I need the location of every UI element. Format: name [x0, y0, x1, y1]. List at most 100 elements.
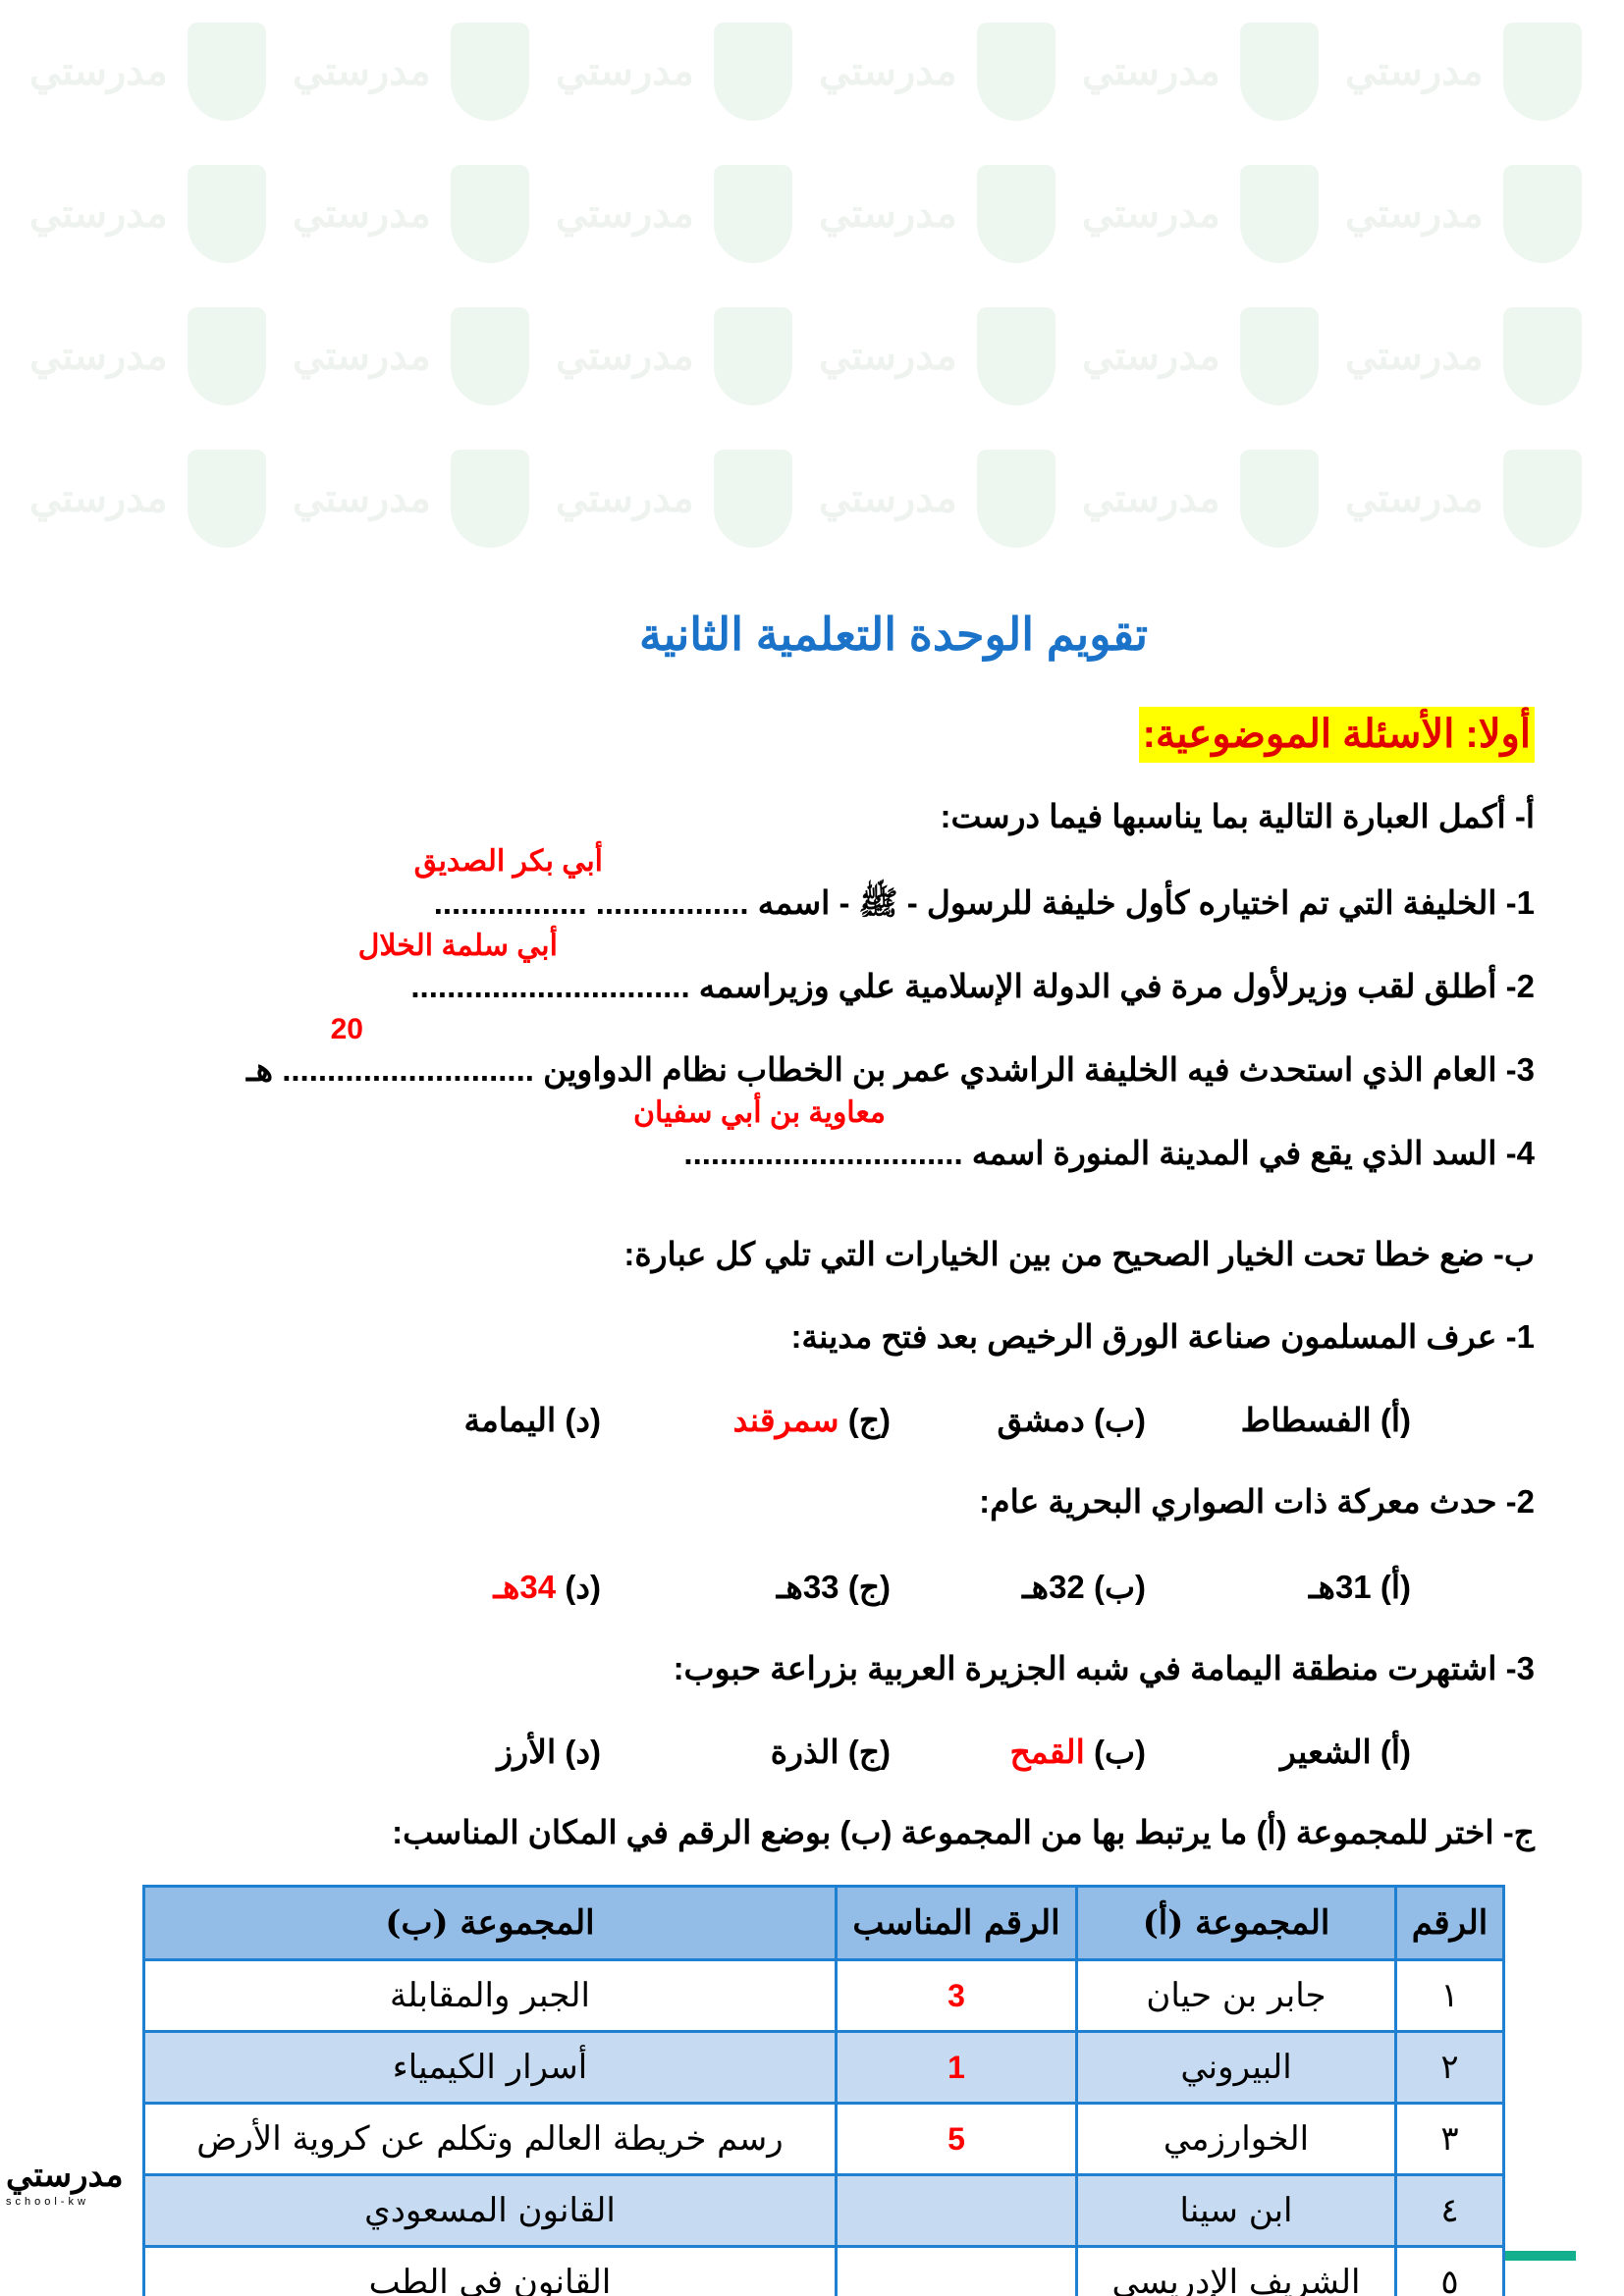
part-a-item: 3- العام الذي استحدث فيه الخليفة الراشدي… — [245, 1051, 1535, 1088]
watermark-text: مدرستي — [819, 476, 957, 520]
shield-icon — [187, 449, 266, 548]
watermark-logo: مدرستي — [819, 0, 1082, 142]
shield-icon — [1502, 306, 1582, 405]
shield-icon — [450, 164, 529, 263]
watermark-text: مدرستي — [1345, 49, 1484, 93]
option[interactable]: (ج) سمرقند — [733, 1401, 891, 1440]
watermark-logo: مدرستي — [293, 427, 556, 569]
shield-icon — [1239, 449, 1319, 548]
option[interactable]: (ج) الذرة — [770, 1734, 891, 1770]
part-a-item: 1- الخليفة التي تم اختياره كأول خليفة لل… — [433, 884, 1535, 921]
watermark-logo: مدرستي — [1345, 142, 1608, 285]
watermark-text: مدرستي — [556, 191, 694, 236]
match-number[interactable]: 1 — [835, 2030, 1078, 2105]
part-b-question: 1- عرف المسلمون صناعة الورق الرخيص بعد ف… — [790, 1318, 1535, 1355]
row-number: ٣ — [1394, 2102, 1505, 2176]
watermark-logo: مدرستي — [556, 0, 819, 142]
option-prefix: (ب) — [1093, 1734, 1146, 1770]
option[interactable]: (أ) الشعير — [1279, 1734, 1411, 1770]
group-b-cell: الجبر والمقابلة — [142, 1958, 838, 2033]
answer: 20 — [330, 1013, 363, 1045]
shield-icon — [976, 22, 1056, 121]
shield-icon — [1239, 164, 1319, 263]
option[interactable]: (ب) القمح — [1009, 1733, 1146, 1772]
shield-icon — [713, 449, 792, 548]
watermark-text: مدرستي — [293, 334, 431, 378]
header-group-a: المجموعة (أ) — [1075, 1885, 1397, 1961]
watermark-text: مدرستي — [1345, 476, 1484, 520]
match-number[interactable] — [835, 2173, 1078, 2248]
teal-bar — [1505, 2251, 1576, 2261]
shield-icon — [713, 306, 792, 405]
shield-icon — [450, 306, 529, 405]
watermark-text: مدرستي — [1082, 191, 1220, 236]
option[interactable]: (د) اليمامة — [463, 1402, 601, 1438]
group-a-cell: البيروني — [1075, 2030, 1397, 2105]
shield-icon — [450, 449, 529, 548]
watermark: مدرستي مدرستي مدرستي مدرستي مدرستي مدرستي مدرس… — [0, 0, 1624, 569]
shield-icon — [187, 164, 266, 263]
shield-icon — [1239, 306, 1319, 405]
logo-text: مدرستي — [6, 2157, 124, 2194]
part-c-instruction: ج- اختر للمجموعة (أ) ما يرتبط بها من الم… — [392, 1814, 1535, 1850]
watermark-logo: مدرستي — [29, 142, 293, 285]
watermark-logo: مدرستي — [819, 285, 1082, 427]
matching-table: الرقم المجموعة (أ) الرقم المناسب المجموع… — [142, 1885, 1505, 2296]
watermark-logo: مدرستي — [1082, 0, 1345, 142]
group-a-cell: جابر بن حيان — [1075, 1958, 1397, 2033]
match-number[interactable] — [835, 2245, 1078, 2296]
part-b-question: 3- اشتهرت منطقة اليمامة في شبه الجزيرة ا… — [673, 1650, 1535, 1686]
shield-icon — [976, 449, 1056, 548]
group-a-cell: ابن سينا — [1075, 2173, 1397, 2248]
watermark-text: مدرستي — [293, 49, 431, 93]
table-row: ٣ الخوارزمي 5 رسم خريطة العالم وتكلم عن كرو… — [142, 2102, 1505, 2176]
correct-answer: سمرقند — [732, 1402, 839, 1438]
option[interactable]: (أ) 31هـ — [1308, 1569, 1411, 1605]
correct-answer: القمح — [1009, 1734, 1085, 1770]
table-row: ٥ الشريف الإدريسي القانون في الطب — [142, 2245, 1505, 2296]
option[interactable]: (ب) دمشق — [997, 1402, 1146, 1438]
option[interactable]: (ج) 33هـ — [776, 1569, 891, 1605]
watermark-text: مدرستي — [29, 191, 168, 236]
watermark-text: مدرستي — [1345, 334, 1484, 378]
part-b-instruction: ب- ضع خطا تحت الخيار الصحيح من بين الخيا… — [623, 1236, 1535, 1272]
shield-icon — [976, 306, 1056, 405]
watermark-text: مدرستي — [29, 476, 168, 520]
table-row: ١ جابر بن حيان 3 الجبر والمقابلة — [142, 1958, 1505, 2033]
watermark-logo: مدرستي — [1082, 427, 1345, 569]
row-number: ٤ — [1394, 2173, 1505, 2248]
part-a-item: 2- أطلق لقب وزيرلأول مرة في الدولة الإسل… — [410, 968, 1535, 1004]
group-b-cell: القانون المسعودي — [142, 2173, 838, 2248]
answer: أبي سلمة الخلال — [357, 930, 558, 962]
table-row: ٢ البيروني 1 أسرار الكيمياء — [142, 2030, 1505, 2105]
watermark-text: مدرستي — [29, 334, 168, 378]
match-number[interactable]: 3 — [835, 1958, 1078, 2033]
option[interactable]: (د) الأرز — [497, 1734, 601, 1770]
watermark-text: مدرستي — [819, 334, 957, 378]
watermark-logo: مدرستي — [556, 142, 819, 285]
shield-icon — [1239, 22, 1319, 121]
row-number: ٢ — [1394, 2030, 1505, 2105]
watermark-logo: مدرستي — [1082, 285, 1345, 427]
option-prefix: (د) — [565, 1569, 601, 1605]
match-number[interactable]: 5 — [835, 2102, 1078, 2176]
option[interactable]: (أ) الفسطاط — [1240, 1402, 1411, 1438]
watermark-text: مدرستي — [556, 476, 694, 520]
footer-logo: مدرستي school-kw — [6, 2155, 124, 2208]
option[interactable]: (ب) 32هـ — [1021, 1569, 1146, 1605]
watermark-logo: مدرستي — [293, 285, 556, 427]
watermark-text: مدرستي — [1345, 191, 1484, 236]
section-heading: أولا: الأسئلة الموضوعية: — [1138, 707, 1535, 763]
watermark-text: مدرستي — [819, 191, 957, 236]
header-group-b: المجموعة (ب) — [142, 1885, 838, 1961]
watermark-logo: مدرستي — [1345, 0, 1608, 142]
option[interactable]: (د) 34هـ — [493, 1568, 601, 1607]
shield-icon — [976, 164, 1056, 263]
group-b-cell: رسم خريطة العالم وتكلم عن كروية الأرض — [142, 2102, 838, 2176]
shield-icon — [713, 22, 792, 121]
group-a-cell: الشريف الإدريسي — [1075, 2245, 1397, 2296]
page-title: تقويم الوحدة التعلمية الثانية — [638, 609, 1149, 660]
answer: معاوية بن أبي سفيان — [632, 1096, 886, 1129]
watermark-logo: مدرستي — [1345, 285, 1608, 427]
